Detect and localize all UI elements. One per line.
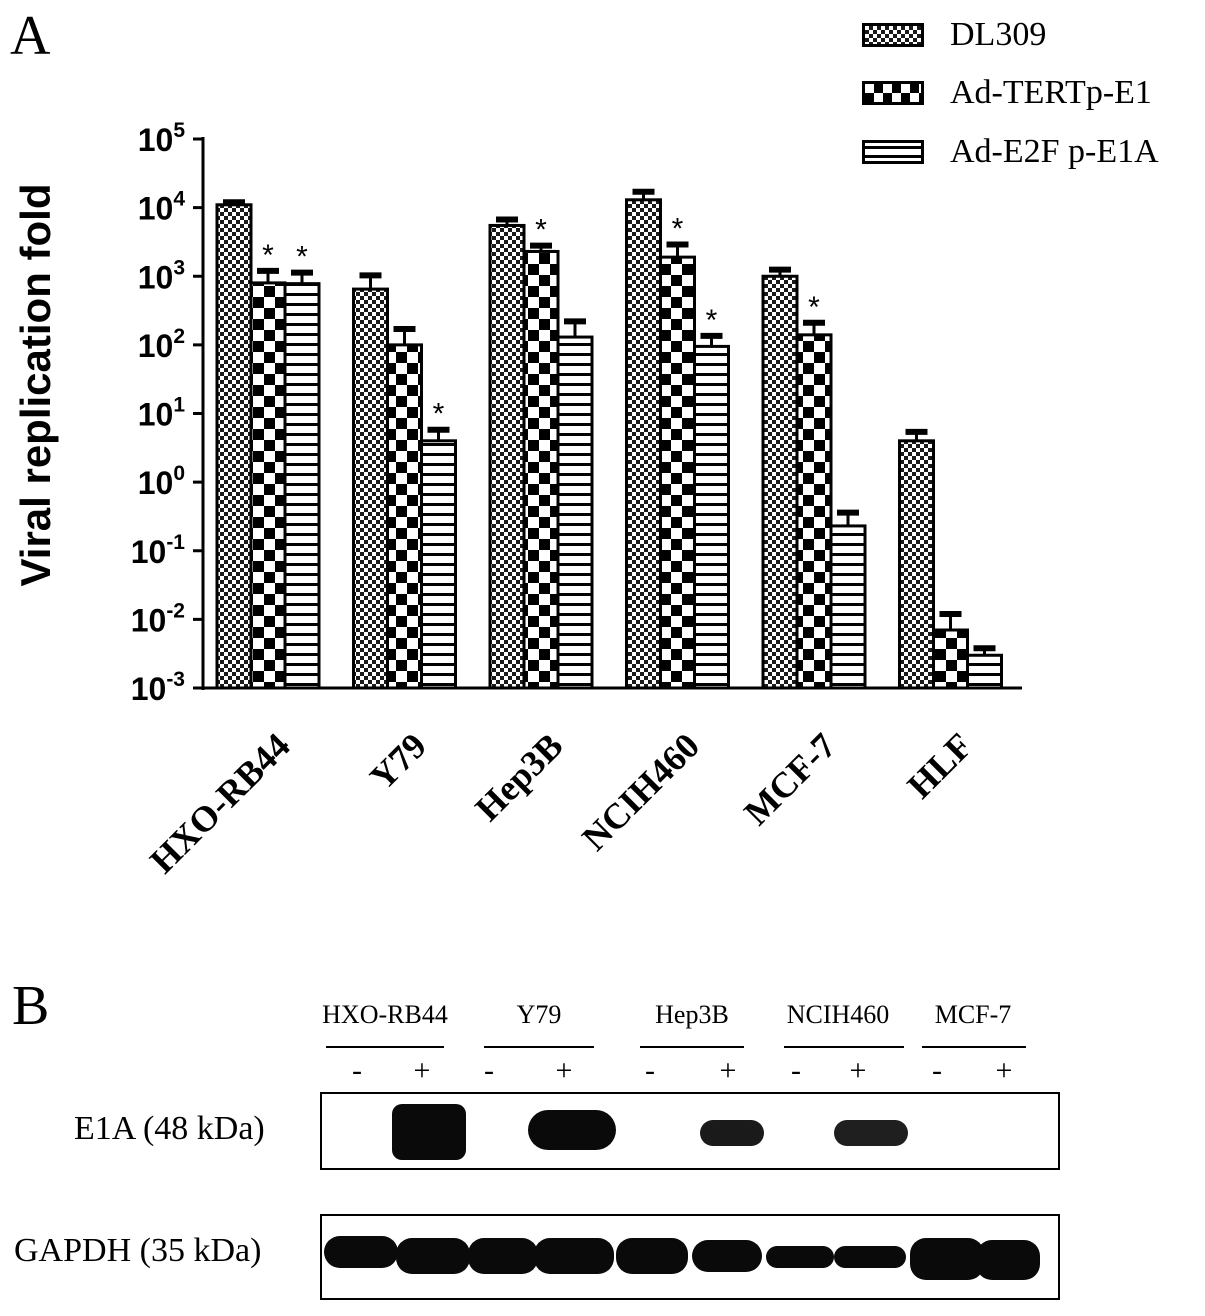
legend-item-dl309: DL309 <box>862 16 1046 54</box>
bar <box>898 439 935 690</box>
significance-marker: * <box>262 239 274 272</box>
bar <box>420 439 457 690</box>
significance-marker: * <box>706 304 718 337</box>
y-tick-label: 103 <box>138 256 185 295</box>
gapdh-band <box>468 1238 538 1274</box>
y-axis-label: Viral replication fold <box>12 184 59 587</box>
lane-underline <box>784 1046 904 1048</box>
sign-plus: + <box>413 1054 431 1087</box>
legend-item-ad-tertp-e1: Ad-TERTp-E1 <box>862 74 1152 112</box>
gapdh-band <box>766 1246 834 1268</box>
legend-swatch-ad-tertp-e1 <box>862 81 924 105</box>
e1a-band <box>700 1120 764 1146</box>
bar <box>215 203 253 690</box>
x-tick-label: MCF-7 <box>736 725 843 832</box>
y-tick-label: 104 <box>138 188 186 227</box>
sign-plus: + <box>719 1054 737 1087</box>
bar <box>488 223 526 690</box>
x-tick-label: Y79 <box>362 725 434 797</box>
y-tick-label: 101 <box>138 394 186 433</box>
panel-b-letter: B <box>12 975 50 1037</box>
chart-axes: 10-3 10-2 10-1 100 101 102 103 104 105 <box>131 119 1022 707</box>
significance-marker: * <box>535 214 547 247</box>
bar <box>693 344 730 690</box>
x-tick-label: HLF <box>900 725 981 806</box>
blot-lane-header: MCF-7 <box>934 1000 1012 1029</box>
sign-plus: + <box>849 1054 867 1087</box>
gapdh-band <box>396 1238 470 1274</box>
sign-minus: - <box>645 1054 655 1087</box>
bar <box>249 281 287 690</box>
gapdh-band <box>616 1238 688 1274</box>
bar <box>932 628 969 690</box>
lane-underline <box>326 1046 444 1048</box>
bar <box>829 524 867 690</box>
blot-lane-header: NCIH460 <box>786 1000 890 1029</box>
significance-marker: * <box>672 213 684 246</box>
bar <box>522 249 560 690</box>
y-tick-label: 100 <box>138 462 185 501</box>
bar <box>352 287 389 690</box>
y-tick-label: 10-3 <box>131 668 185 707</box>
gapdh-band <box>324 1236 398 1268</box>
blot-lane-header: Y79 <box>516 1000 562 1029</box>
lane-underline <box>484 1046 594 1048</box>
blot-row-label-e1a: E1A (48 kDa) <box>74 1110 265 1147</box>
legend-swatch-dl309 <box>862 23 924 47</box>
y-tick-label: 102 <box>138 325 185 364</box>
y-tick-label: 10-2 <box>131 599 185 638</box>
sign-minus: - <box>932 1054 942 1087</box>
legend-label: Ad-E2F p-E1A <box>950 133 1159 170</box>
bar <box>625 198 662 690</box>
panel-a-letter: A <box>10 5 51 67</box>
e1a-band <box>392 1104 466 1160</box>
e1a-band <box>834 1120 908 1146</box>
x-tick-label: HXO-RB44 <box>142 725 298 881</box>
blot-gapdh-membrane <box>320 1214 1060 1300</box>
blot-e1a-membrane <box>320 1092 1060 1170</box>
gapdh-band <box>692 1240 762 1272</box>
gapdh-band <box>834 1246 906 1268</box>
e1a-band <box>528 1110 616 1150</box>
sign-minus: - <box>791 1054 801 1087</box>
sign-minus: - <box>484 1054 494 1087</box>
bar <box>283 282 321 690</box>
significance-marker: * <box>808 291 820 324</box>
legend-label: Ad-TERTp-E1 <box>950 74 1152 111</box>
bar <box>556 335 594 690</box>
x-tick-label: NCIH460 <box>574 725 707 858</box>
bar <box>795 333 833 690</box>
bar <box>659 255 696 690</box>
bar <box>966 653 1003 690</box>
lane-underline <box>640 1046 744 1048</box>
blot-lane-header: HXO-RB44 <box>322 1000 448 1029</box>
y-tick-label: 105 <box>138 119 186 158</box>
gapdh-band <box>534 1238 614 1274</box>
legend-label: DL309 <box>950 16 1047 53</box>
significance-marker: * <box>296 241 308 274</box>
blot-row-label-gapdh: GAPDH (35 kDa) <box>14 1232 262 1269</box>
significance-marker: * <box>433 398 445 431</box>
bar <box>386 343 423 690</box>
sign-plus: + <box>995 1054 1013 1087</box>
chart-bars: * * HXO-RB44 * Y79 * Hep3B * * NCIH460 * MCF-7 HLF <box>142 188 1003 881</box>
x-tick-label: Hep3B <box>467 725 570 828</box>
legend-item-ad-e2f-p-e1a: Ad-E2F p-E1A <box>862 133 1159 171</box>
bar <box>761 274 799 690</box>
y-tick-label: 10-1 <box>131 531 186 570</box>
gapdh-band <box>976 1240 1040 1280</box>
bar-chart: 10-3 10-2 10-1 100 101 102 103 104 105 * * HXO-RB4… <box>12 119 1022 881</box>
legend-swatch-ad-e2f-p-e1a <box>862 140 924 164</box>
sign-minus: - <box>352 1054 362 1087</box>
sign-plus: + <box>555 1054 573 1087</box>
lane-underline <box>922 1046 1026 1048</box>
blot-lane-header: Hep3B <box>655 1000 729 1029</box>
gapdh-band <box>910 1238 984 1280</box>
